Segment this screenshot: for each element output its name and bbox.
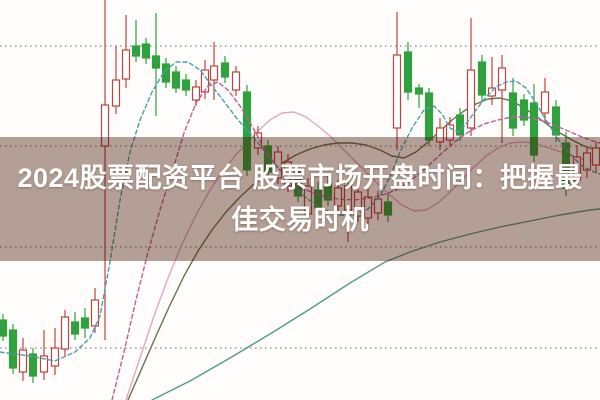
candle [519,94,529,126]
candle [293,164,303,202]
candle [353,184,363,222]
candle [572,145,582,187]
ma-fast-teal [0,61,600,362]
candle [70,312,80,340]
candle [39,330,49,380]
candle [403,42,413,100]
candle [253,126,263,155]
candle [477,55,487,102]
article-title-line2: 佳交易时机 [231,205,369,235]
ma-rose-magenta [111,81,600,400]
candle [508,78,518,136]
candle [50,328,60,375]
candles [0,0,600,383]
candle [231,66,241,96]
candle [171,66,181,93]
ma-soft-pink [125,111,600,400]
candle [582,147,592,178]
candle [191,80,201,106]
candle [313,182,323,214]
candle [497,55,507,143]
candle [445,117,455,147]
candle [80,308,90,338]
article-title-line1: 2024股票配资平台 股票市场开盘时间：把握最 [17,163,583,193]
candle [455,108,465,141]
candle [435,118,445,150]
candle [141,38,151,64]
candle [8,324,18,374]
candle [161,58,171,88]
candle [529,84,539,162]
candle [100,0,110,340]
candle [424,88,434,146]
candle [181,74,191,96]
grid-lines [0,45,600,349]
candle [540,78,550,122]
ma-lines-fast [0,61,600,400]
title-banner: 2024股票配资平台 股票市场开盘时间：把握最 佳交易时机 [0,137,600,261]
candle [18,338,28,381]
candle [220,56,230,83]
candle [111,46,121,114]
candle [561,132,571,196]
candle [333,180,343,212]
candle [392,12,402,150]
candle [414,84,424,108]
candle [242,85,252,176]
ma-long-teal-green [151,208,600,400]
candle [303,178,313,220]
candle [0,314,8,341]
candle [209,42,219,100]
candle [28,348,38,383]
candle [90,288,100,333]
candle [343,178,353,242]
candle [131,20,141,62]
candle [200,60,210,99]
candle [466,18,476,136]
candle [121,15,131,88]
candle [487,57,497,105]
candle [323,176,333,206]
candle [363,189,373,226]
candle [383,194,393,222]
candle [151,13,161,116]
candle [60,310,70,356]
